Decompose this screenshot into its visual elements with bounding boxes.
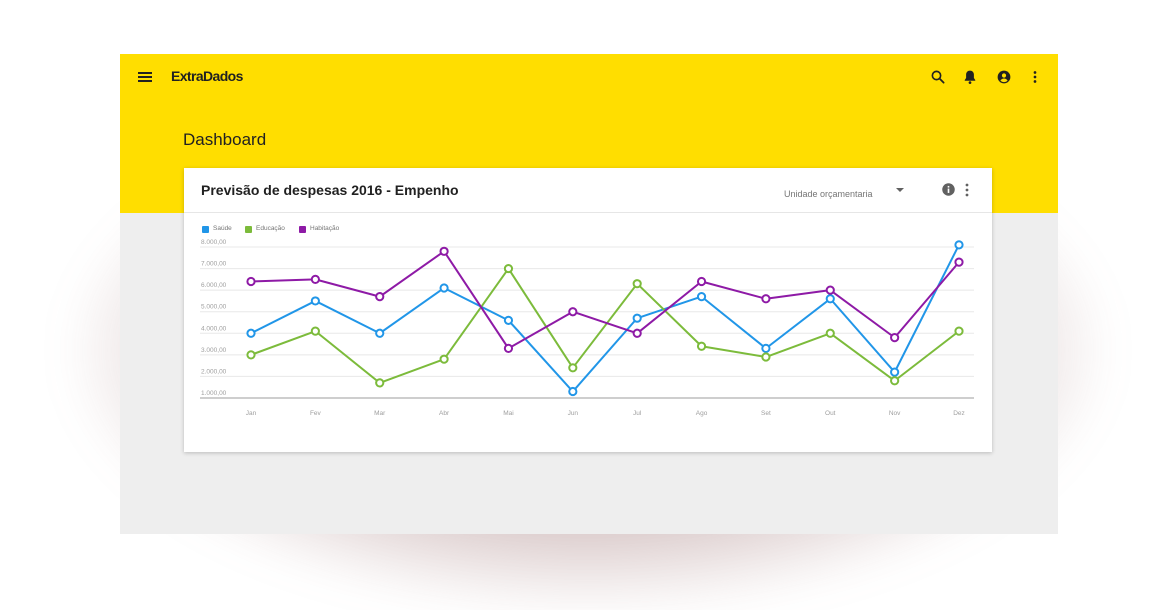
legend-label: Habitação — [310, 225, 340, 232]
data-point — [954, 257, 964, 267]
unit-select[interactable]: Unidade orçamentaria — [784, 184, 906, 200]
chevron-down-icon — [896, 188, 904, 192]
legend-swatch-saude — [202, 226, 209, 233]
x-tick-label: Nov — [889, 410, 901, 417]
y-tick-label: 4.000,00 — [201, 325, 227, 332]
data-point — [310, 326, 320, 336]
x-tick-label: Dez — [953, 410, 965, 417]
data-point — [632, 328, 642, 338]
data-point — [632, 313, 642, 323]
data-point — [246, 328, 256, 338]
data-point — [439, 246, 449, 256]
data-point — [696, 276, 707, 287]
data-point — [503, 263, 514, 274]
account-icon[interactable] — [995, 68, 1013, 86]
data-point — [375, 378, 385, 388]
data-point — [568, 386, 578, 397]
line-chart: 1.000,00 2.000,00 3.000,00 4.000,00 5.000,00… — [200, 239, 974, 417]
data-point — [310, 296, 320, 306]
legend-label: Educação — [256, 225, 285, 232]
brand-logo: ExtraDados — [171, 68, 243, 84]
info-icon[interactable] — [941, 182, 956, 197]
x-tick-label: Fev — [310, 410, 322, 417]
data-point — [246, 276, 256, 287]
y-tick-label: 7.000,00 — [201, 261, 227, 268]
card-header: Previsão de despesas 2016 - Empenho Unid… — [184, 168, 992, 213]
data-point — [375, 328, 385, 338]
search-icon[interactable] — [929, 68, 947, 86]
data-point — [890, 333, 900, 343]
data-point — [696, 341, 707, 351]
x-tick-label: Jul — [633, 410, 642, 417]
data-point — [632, 279, 642, 289]
legend-swatch-educacao — [245, 226, 252, 233]
data-point — [825, 285, 835, 295]
x-tick-label: Set — [761, 410, 771, 417]
x-tick-label: Out — [825, 410, 836, 417]
unit-select-label: Unidade orçamentaria — [784, 189, 873, 199]
y-tick-label: 2.000,00 — [201, 368, 227, 375]
data-point — [439, 283, 449, 293]
data-point — [761, 343, 771, 353]
card-title: Previsão de despesas 2016 - Empenho — [201, 182, 459, 198]
data-point — [890, 376, 900, 386]
data-point — [375, 292, 385, 302]
bell-icon[interactable] — [961, 68, 979, 86]
data-point — [568, 307, 578, 317]
data-point — [761, 352, 771, 362]
x-tick-label: Jun — [568, 410, 579, 417]
legend-swatch-habitacao — [299, 226, 306, 233]
x-tick-label: Ago — [696, 410, 708, 417]
menu-icon[interactable] — [138, 71, 153, 84]
y-tick-label: 6.000,00 — [201, 282, 227, 289]
app-window: ExtraDados Dashboard Previsão de despesa… — [120, 54, 1058, 534]
data-point — [954, 240, 964, 250]
data-point — [890, 367, 900, 377]
y-tick-label: 8.000,00 — [201, 239, 227, 246]
x-tick-label: Abr — [439, 410, 450, 417]
y-tick-label: 3.000,00 — [201, 347, 227, 354]
y-tick-label: 5.000,00 — [201, 304, 227, 311]
data-point — [954, 326, 964, 336]
x-tick-label: Mai — [503, 410, 513, 417]
card-more-icon[interactable] — [964, 183, 970, 197]
chart-card: Previsão de despesas 2016 - Empenho Unid… — [184, 168, 992, 452]
data-point — [825, 294, 835, 304]
data-point — [503, 343, 514, 353]
data-point — [503, 315, 514, 325]
data-point — [568, 363, 578, 373]
legend-label: Saúde — [213, 225, 232, 232]
x-tick-label: Jan — [246, 410, 257, 417]
series-line — [250, 250, 960, 350]
more-vert-icon[interactable] — [1026, 68, 1044, 86]
data-point — [825, 328, 835, 338]
x-tick-label: Mar — [374, 410, 386, 417]
page-title: Dashboard — [183, 130, 267, 149]
data-point — [310, 274, 320, 284]
data-point — [246, 350, 256, 360]
data-point — [439, 354, 449, 364]
data-point — [761, 294, 771, 304]
y-tick-label: 1.000,00 — [201, 390, 227, 397]
series-line — [250, 267, 960, 384]
series-line — [250, 244, 960, 393]
data-point — [696, 292, 707, 302]
